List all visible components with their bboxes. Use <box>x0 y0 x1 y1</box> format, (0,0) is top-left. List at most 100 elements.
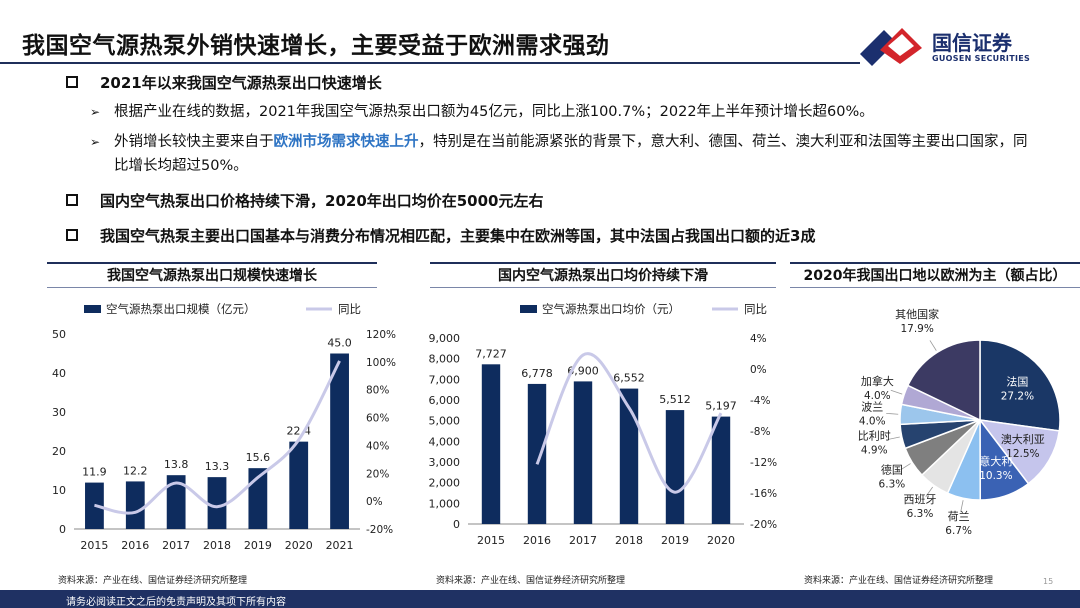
pie-slice-value: 17.9% <box>900 323 933 335</box>
bar <box>207 477 227 529</box>
x-tick-label: 2019 <box>661 534 689 547</box>
y2-tick-label: 40% <box>366 440 389 452</box>
footer-bar: 请务必阅读正文之后的免责声明及其项下所有内容 <box>0 590 1080 608</box>
bar-value-label: 45.0 <box>327 337 352 350</box>
x-tick-label: 2020 <box>707 534 735 547</box>
page-title: 我国空气源热泵外销快速增长，主要受益于欧洲需求强劲 <box>22 33 610 59</box>
company-logo: 国信证券 GUOSEN SECURITIES <box>858 24 1058 68</box>
pie-slice-name: 西班牙 <box>903 493 936 506</box>
y-tick-label: 4,000 <box>429 435 461 448</box>
x-tick-label: 2018 <box>203 539 231 552</box>
logo-name-cn: 国信证券 <box>932 31 1012 55</box>
chart1-title-rule-top <box>47 262 377 264</box>
y-tick-label: 8,000 <box>429 353 461 366</box>
x-tick-label: 2016 <box>523 534 551 547</box>
pie-slice-value: 6.3% <box>907 508 934 520</box>
x-tick-label: 2021 <box>326 539 354 552</box>
y-tick-label: 10 <box>52 484 66 497</box>
y-tick-label: 30 <box>52 406 66 419</box>
y-tick-label: 50 <box>52 328 66 341</box>
x-tick-label: 2019 <box>244 539 272 552</box>
y2-tick-label: -4% <box>750 395 770 407</box>
logo-name-en: GUOSEN SECURITIES <box>932 54 1031 63</box>
pie-slice-name: 波兰 <box>861 401 883 414</box>
square-bullet-icon <box>66 76 78 88</box>
pie-slice <box>979 339 1061 432</box>
pie-slice-value: 6.3% <box>879 478 906 490</box>
page-number: 15 <box>1043 577 1054 586</box>
bar-value-label: 5,512 <box>659 393 691 406</box>
legend-line-label: 同比 <box>338 302 361 316</box>
chart3-title-rule-top <box>790 262 1080 264</box>
bar-value-label: 6,552 <box>613 372 645 385</box>
x-tick-label: 2020 <box>285 539 313 552</box>
pie-slice-name: 其他国家 <box>895 307 939 321</box>
chart-export-scale: 空气源热泵出口规模（亿元） 同比 0 10 20 30 40 50 -20% 0% 20% 40% 60… <box>52 302 396 552</box>
bar-value-label: 6,900 <box>567 364 599 377</box>
pie-leader-line <box>886 412 899 415</box>
y-tick-label: 1,000 <box>429 497 461 510</box>
y-tick-label: 0 <box>59 523 66 536</box>
bar <box>289 441 309 529</box>
y2-tick-label: 0% <box>750 364 767 376</box>
bar-value-label: 15.6 <box>246 451 271 464</box>
disclaimer-text: 请务必阅读正文之后的免责声明及其项下所有内容 <box>66 597 286 608</box>
legend-bar-swatch <box>520 305 537 313</box>
chart-export-price: 空气源热泵出口均价（元） 同比 0 1,000 2,000 3,000 4,000 5,000… <box>429 302 778 547</box>
x-tick-label: 2015 <box>477 534 505 547</box>
chart1-source: 资料来源：产业在线、国信证券经济研究所整理 <box>58 576 248 586</box>
bar-value-label: 5,197 <box>705 400 737 413</box>
bar-value-label: 13.8 <box>164 458 189 471</box>
growth-line <box>535 352 723 494</box>
y2-tick-label: -16% <box>750 488 777 500</box>
bar-value-label: 12.2 <box>123 464 147 477</box>
y2-tick-label: 60% <box>366 413 389 425</box>
pie-leader-line <box>890 389 903 395</box>
y-tick-label: 20 <box>52 445 66 458</box>
chart2-title-rule-bottom <box>430 287 776 288</box>
pie-leader-line <box>960 500 964 513</box>
square-bullet-icon <box>66 194 78 206</box>
pie-slice-value: 6.7% <box>945 525 972 537</box>
bar <box>166 475 186 529</box>
chart3-title-rule-bottom <box>790 287 1080 288</box>
bar <box>481 364 501 524</box>
chart2-title: 国内空气源热泵出口均价持续下滑 <box>498 268 708 284</box>
pie-leader-line <box>929 340 937 351</box>
pie-slice-value: 4.9% <box>861 445 888 457</box>
arrow-bullet-icon: ➢ <box>90 135 101 149</box>
y2-tick-label: 4% <box>750 333 767 345</box>
x-tick-label: 2017 <box>162 539 190 552</box>
y2-tick-label: 20% <box>366 468 389 480</box>
pie-slice-value: 12.5% <box>1006 448 1039 460</box>
chart2-source: 资料来源：产业在线、国信证券经济研究所整理 <box>436 576 626 586</box>
pie-slice-name: 澳大利亚 <box>1001 432 1045 446</box>
bar-value-label: 6,778 <box>521 367 553 380</box>
logo-mark-icon <box>860 28 922 66</box>
bar <box>527 383 547 524</box>
y-tick-label: 3,000 <box>429 456 461 469</box>
pie-slice-name: 德国 <box>881 462 903 476</box>
y2-tick-label: -20% <box>750 519 777 531</box>
pie-slice-value: 4.0% <box>864 390 891 402</box>
y2-tick-label: -8% <box>750 426 770 438</box>
bar <box>573 381 593 524</box>
pie-slice-name: 法国 <box>1006 374 1028 388</box>
x-tick-label: 2017 <box>569 534 597 547</box>
bar-value-label: 11.9 <box>82 466 107 479</box>
title-divider <box>0 62 860 64</box>
bullet-3: 我国空气热泵主要出口国基本与消费分布情况相匹配，主要集中在欧洲等国，其中法国占我… <box>66 225 815 246</box>
legend-bar-label: 空气源热泵出口规模（亿元） <box>106 302 256 316</box>
x-tick-label: 2018 <box>615 534 643 547</box>
bar-value-label: 7,727 <box>475 347 507 360</box>
sub-bullet-1: ➢ 根据产业在线的数据，2021年我国空气源热泵出口额为45亿元，同比上涨100… <box>90 100 1030 124</box>
pie-slice-name: 加拿大 <box>861 374 894 388</box>
legend-bar-label: 空气源热泵出口均价（元） <box>542 302 680 316</box>
chart2-title-rule-top <box>430 262 776 264</box>
pie-slice-value: 10.3% <box>979 470 1012 482</box>
legend-line-label: 同比 <box>744 302 767 316</box>
chart1-title-rule-bottom <box>47 287 377 288</box>
pie-slice-value: 4.0% <box>859 416 886 428</box>
growth-line <box>94 360 341 515</box>
highlight-text: 欧洲市场需求快速上升 <box>273 134 419 150</box>
